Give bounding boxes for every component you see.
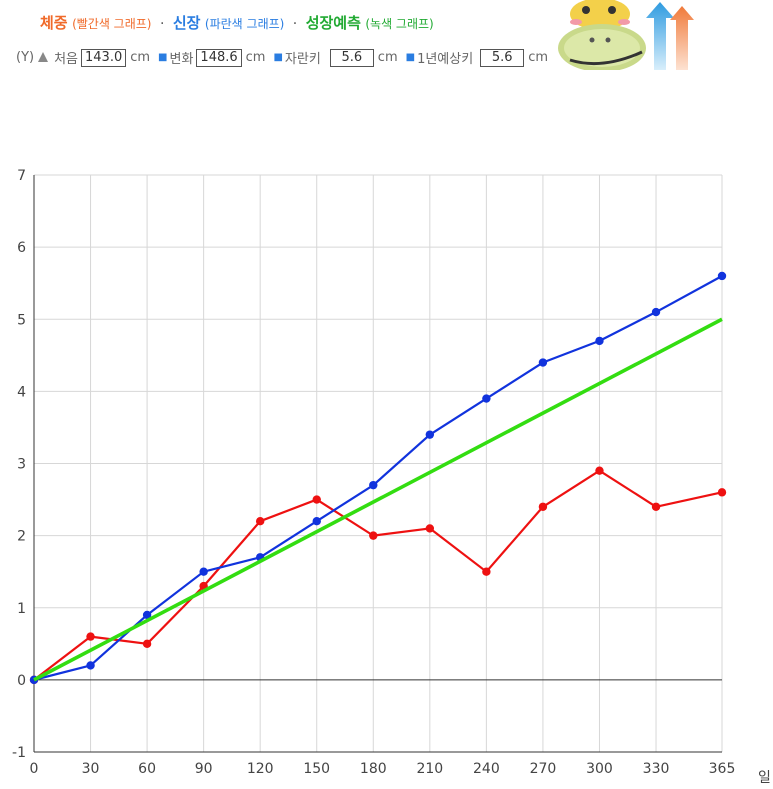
x-tick-label: 0 — [30, 761, 39, 777]
series — [29, 271, 727, 685]
x-tick-label: 120 — [247, 761, 274, 777]
data-point — [142, 610, 152, 620]
data-point — [482, 567, 491, 576]
predict-height-label: 1년예상키 — [417, 52, 474, 67]
y-tick-label: 3 — [17, 457, 26, 473]
grown-label: 자란키 — [284, 52, 321, 67]
x-tick-label: 180 — [360, 761, 387, 777]
mascot-icon — [558, 0, 694, 70]
weight-label: 체중 — [40, 14, 68, 32]
predict-value-field[interactable]: 5.6 — [480, 48, 525, 67]
predict-note: (녹색 그래프) — [365, 17, 434, 31]
page-header: 체중 (빨간색 그래프) · 신장 (파란색 그래프) · 성장예측 (녹색 그… — [0, 0, 773, 76]
unit-label: cm — [245, 50, 266, 65]
y-tick-label: 6 — [17, 240, 26, 256]
data-point — [717, 488, 727, 497]
bullet-icon: ■ — [273, 52, 283, 63]
data-point — [538, 502, 548, 511]
y-tick-label: 5 — [17, 312, 26, 328]
x-tick-label: 330 — [643, 761, 670, 777]
weight-note: (빨간색 그래프) — [72, 17, 152, 31]
start-value-field[interactable]: 143.0 — [81, 48, 127, 67]
x-tick-label: 300 — [586, 761, 613, 777]
x-tick-label: 270 — [530, 761, 557, 777]
unit-label: cm — [377, 50, 398, 65]
height-fields: (Y) 처음 143.0 cm ■ 변화 148.6 cm ■ 자란키 5.6 … — [16, 48, 556, 67]
data-point — [86, 632, 95, 641]
series-line-1 — [33, 275, 723, 681]
data-point — [86, 661, 95, 670]
data-point — [717, 271, 727, 281]
data-point — [538, 358, 548, 367]
separator: · — [159, 16, 165, 32]
data-point — [595, 466, 604, 475]
height-note: (파란색 그래프) — [204, 17, 285, 31]
y-tick-label: 4 — [17, 384, 26, 400]
data-point — [651, 307, 661, 317]
data-point — [369, 480, 378, 490]
x-tick-label: 90 — [195, 761, 213, 777]
growth-chart: 0 30 60 90 120 150 180 210 240 270 300 330 365-10123… — [12, 168, 771, 786]
y-tick-label: -1 — [12, 745, 26, 761]
data-point — [199, 567, 208, 576]
x-tick-label: 150 — [303, 761, 330, 777]
x-tick-label: 240 — [473, 761, 500, 777]
data-point — [312, 495, 321, 504]
x-unit-label: 일 — [758, 770, 771, 786]
data-point — [425, 524, 435, 533]
bullet-icon: ■ — [405, 52, 416, 63]
separator: · — [292, 16, 298, 32]
legend-line: 체중 (빨간색 그래프) · 신장 (파란색 그래프) · 성장예측 (녹색 그… — [40, 12, 434, 33]
y-tick-label: 2 — [17, 529, 26, 545]
y-tick-label: 7 — [17, 168, 26, 184]
series-line-0 — [33, 469, 723, 681]
x-tick-label: 210 — [416, 761, 443, 777]
data-point — [482, 394, 491, 403]
y-axis-tag: (Y) — [16, 50, 35, 65]
tick-labels: 0 30 60 90 120 150 180 210 240 270 300 330 365-10123… — [12, 168, 735, 777]
data-point — [425, 430, 435, 439]
data-point — [595, 336, 604, 346]
x-tick-label: 60 — [138, 761, 156, 777]
series-line-2 — [33, 317, 723, 682]
height-label: 신장 — [172, 14, 201, 32]
start-label: 처음 — [54, 52, 79, 67]
grown-value-field[interactable]: 5.6 — [329, 48, 374, 67]
y-tick-label: 0 — [17, 673, 26, 689]
grid — [33, 174, 723, 753]
unit-label: cm — [528, 50, 548, 65]
unit-label: cm — [130, 50, 151, 65]
x-tick-label: 30 — [82, 761, 100, 777]
data-point — [369, 531, 378, 540]
data-point — [255, 517, 265, 526]
data-point — [142, 639, 152, 649]
data-point — [312, 517, 321, 526]
data-point — [651, 502, 661, 511]
bullet-icon: ■ — [158, 52, 168, 63]
change-label: 변화 — [169, 52, 194, 67]
tree-icon — [38, 51, 49, 62]
predict-label: 성장예측 — [305, 14, 361, 32]
y-tick-label: 1 — [17, 601, 26, 617]
x-tick-label: 365 — [709, 761, 736, 777]
change-value-field[interactable]: 148.6 — [196, 48, 242, 67]
